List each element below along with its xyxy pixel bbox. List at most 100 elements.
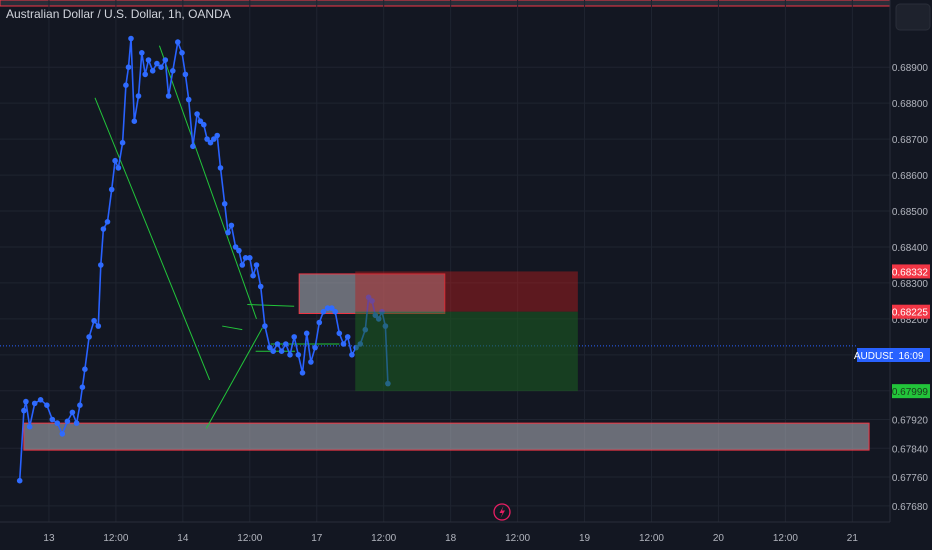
trendline[interactable] (222, 325, 243, 331)
y-tick-label: 0.68900 (892, 63, 929, 74)
data-point (225, 229, 231, 236)
data-point (26, 423, 33, 430)
x-tick-label: 12:00 (505, 533, 530, 544)
data-point (236, 247, 242, 254)
position-tool[interactable] (355, 271, 578, 392)
x-tick-label: 12:00 (103, 533, 128, 544)
data-point (344, 334, 351, 340)
data-point (232, 244, 239, 250)
data-point (332, 308, 339, 315)
data-point (98, 262, 104, 268)
data-point (324, 305, 331, 311)
data-point (295, 352, 302, 358)
x-tick-label: 12:00 (371, 533, 396, 544)
lightning-icon[interactable] (493, 503, 511, 521)
data-point (299, 370, 306, 376)
x-tick-label: 12:00 (773, 533, 798, 544)
stop-loss-area[interactable] (355, 271, 578, 312)
data-point (182, 71, 189, 78)
top-bar (0, 0, 891, 7)
entry-price-badge: 0.68225 (892, 304, 930, 319)
data-point (204, 136, 210, 142)
data-point (274, 341, 281, 347)
current-symbol-text: AUDUSD (854, 351, 896, 362)
x-tick-label: 21 (847, 533, 859, 544)
data-point (16, 477, 23, 484)
y-tick-label: 0.67680 (892, 502, 929, 513)
data-point (365, 294, 372, 301)
data-point (128, 35, 134, 42)
data-point (250, 272, 256, 279)
data-point (79, 384, 86, 391)
trendline[interactable] (205, 327, 263, 429)
data-point (262, 323, 268, 329)
data-point (95, 323, 102, 329)
y-tick-label: 0.68400 (892, 243, 929, 254)
data-point (139, 50, 145, 56)
trendline[interactable] (247, 304, 295, 307)
data-point (115, 165, 122, 171)
data-point (267, 344, 273, 351)
data-point (369, 298, 375, 304)
data-point (21, 407, 27, 414)
x-tick-label: 17 (311, 533, 323, 544)
y-tick-label: 0.68300 (892, 279, 929, 290)
target-price-badge: 0.67999 (892, 384, 930, 399)
data-point (135, 93, 142, 99)
x-tick-label: 12:00 (639, 533, 664, 544)
data-point (320, 308, 327, 315)
data-point (207, 139, 214, 146)
data-point (214, 132, 220, 139)
take-profit-area[interactable] (355, 311, 578, 392)
data-point (340, 341, 347, 347)
trendline[interactable] (158, 45, 257, 320)
data-point (165, 93, 172, 99)
data-point (242, 254, 249, 261)
data-point (23, 398, 29, 405)
time-axis[interactable]: 13 12:00 14 12:00 17 12:00 18 12:00 19 12:00 20 12:… (43, 533, 858, 544)
zone-support[interactable] (23, 422, 870, 451)
data-point (270, 348, 277, 355)
y-tick-label: 0.68500 (892, 207, 929, 218)
data-point (194, 111, 200, 117)
price-axis-background (890, 0, 932, 522)
data-point (329, 305, 335, 311)
price-series (16, 35, 391, 484)
data-point (91, 317, 97, 324)
y-tick-label: 0.68800 (892, 99, 929, 110)
data-point (59, 431, 66, 437)
data-point (131, 118, 138, 124)
current-time-text: 16:09 (898, 351, 923, 362)
target-price-text: 0.67999 (892, 387, 929, 398)
data-point (179, 50, 185, 56)
x-tick-label: 19 (579, 533, 591, 544)
data-point (185, 96, 192, 103)
data-point (86, 334, 92, 340)
data-point (108, 186, 115, 193)
current-price-badge[interactable]: AUDUSD 16:09 (854, 348, 930, 362)
y-tick-label: 0.68600 (892, 171, 929, 182)
data-point (257, 283, 264, 290)
data-point (217, 165, 224, 171)
x-tick-label: 18 (445, 533, 457, 544)
data-point (77, 402, 83, 409)
trendline[interactable] (94, 97, 211, 381)
data-point (308, 359, 314, 365)
data-point (54, 420, 61, 426)
y-tick-label: 0.67920 (892, 416, 929, 427)
entry-price-text: 0.68225 (892, 308, 929, 319)
data-point (69, 409, 76, 416)
data-point (125, 64, 132, 70)
data-point (247, 254, 253, 261)
data-point (291, 334, 298, 340)
data-point (170, 68, 176, 74)
data-point (253, 262, 260, 268)
data-point (336, 330, 343, 337)
data-point (82, 366, 88, 373)
data-point (158, 64, 164, 70)
data-point (316, 319, 323, 326)
data-point (64, 418, 71, 425)
settings-button[interactable] (895, 3, 931, 31)
